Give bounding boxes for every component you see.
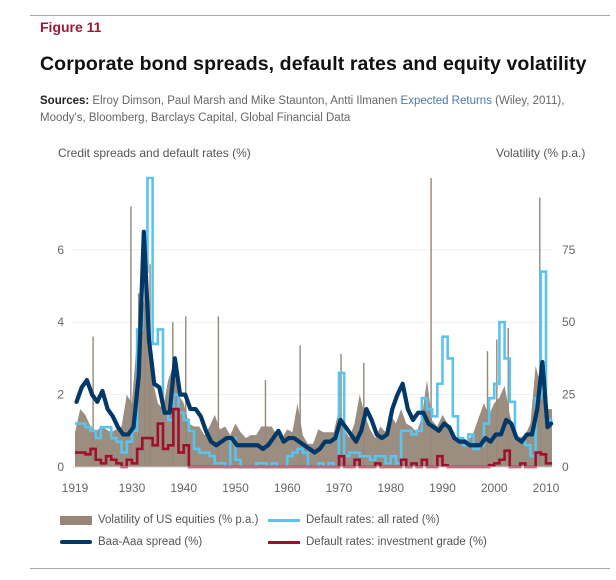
x-tick-label: 1940 [170, 481, 197, 495]
x-tick-label: 2010 [533, 481, 560, 495]
x-tick-label: 1950 [222, 481, 249, 495]
y-tick-label-left: 6 [57, 243, 64, 257]
x-tick-label: 1930 [119, 481, 146, 495]
y-tick-label-right: 50 [562, 315, 576, 329]
sources-text-after: (Wiley, 2011), Moody's, Bloomberg, Barcl… [40, 95, 565, 124]
baa-aaa-spread-line [74, 229, 554, 455]
legend-investment-grade: Default rates: investment grade (%) [268, 536, 487, 548]
x-tick-label: 1919 [62, 481, 89, 495]
legend-swatch-spread [60, 540, 92, 544]
x-tick-label: 2000 [481, 481, 508, 495]
y-tick-label-left: 2 [57, 388, 64, 402]
legend-label: Default rates: investment grade (%) [306, 536, 487, 548]
x-tick-label: 1990 [429, 481, 456, 495]
x-tick-label: 1980 [377, 481, 404, 495]
left-axis-label: Credit spreads and default rates (%) [58, 146, 251, 160]
x-tick-label: 1970 [326, 481, 353, 495]
sources-label: Sources: [40, 95, 90, 107]
legend-label: Default rates: all rated (%) [306, 514, 440, 526]
sources-text: Elroy Dimson, Paul Marsh and Mike Staunt… [92, 95, 398, 107]
legend-swatch-volatility [60, 515, 92, 525]
x-tick-label: 1960 [274, 481, 301, 495]
legend-all-rated: Default rates: all rated (%) [268, 514, 440, 526]
legend-volatility: Volatility of US equities (% p.a.) [60, 514, 258, 526]
y-tick-label-right: 75 [562, 243, 576, 257]
legend-spread: Baa-Aaa spread (%) [60, 536, 202, 548]
legend-swatch-investment-grade [268, 540, 300, 544]
legend-label: Baa-Aaa spread (%) [98, 536, 203, 548]
legend-label: Volatility of US equities (% p.a.) [98, 514, 259, 526]
legend-swatch-all-rated [268, 518, 300, 522]
y-tick-label-left: 0 [57, 460, 64, 474]
y-tick-label-right: 25 [562, 388, 576, 402]
y-tick-label-left: 4 [57, 315, 64, 329]
sources-note: Sources: Elroy Dimson, Paul Marsh and Mi… [40, 93, 600, 127]
right-axis-label: Volatility (% p.a.) [496, 146, 586, 160]
chart-title: Corporate bond spreads, default rates an… [40, 53, 587, 75]
figure-label: Figure 11 [40, 19, 102, 35]
top-rule [30, 15, 610, 16]
expected-returns-link[interactable]: Expected Returns [400, 95, 492, 107]
y-tick-label-right: 0 [562, 460, 569, 474]
volatility-area [75, 293, 552, 467]
bottom-rule [30, 568, 610, 569]
